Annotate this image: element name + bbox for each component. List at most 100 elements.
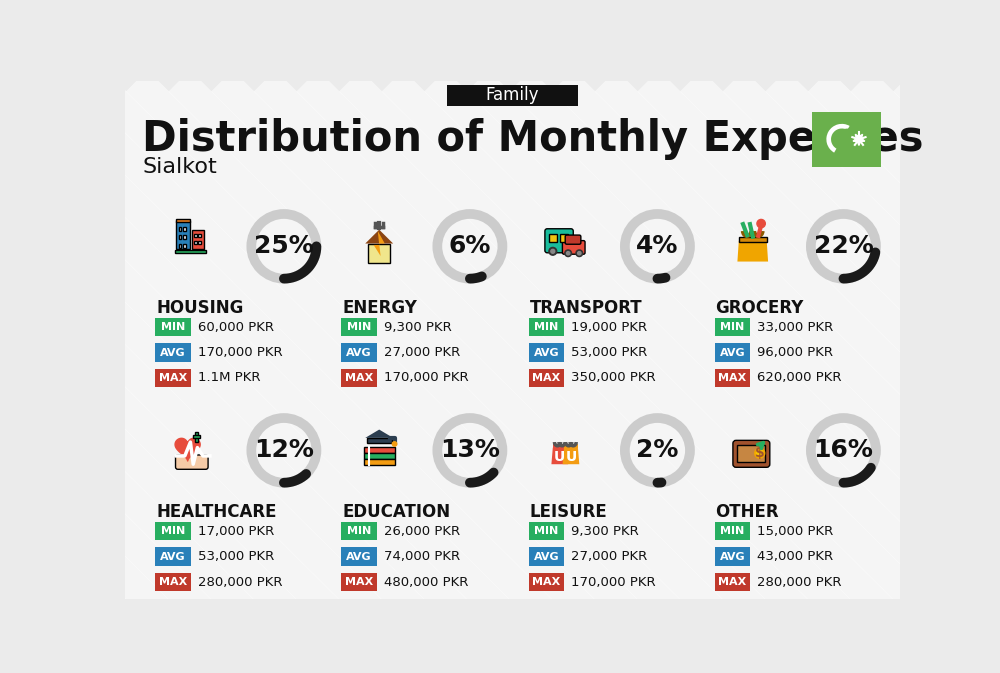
FancyBboxPatch shape xyxy=(155,369,191,387)
FancyBboxPatch shape xyxy=(341,522,377,540)
Text: Family: Family xyxy=(486,86,539,104)
FancyBboxPatch shape xyxy=(715,343,750,362)
FancyBboxPatch shape xyxy=(179,244,181,248)
Circle shape xyxy=(549,248,557,255)
Text: 53,000 PKR: 53,000 PKR xyxy=(198,550,274,563)
FancyBboxPatch shape xyxy=(179,236,181,240)
FancyBboxPatch shape xyxy=(545,229,573,253)
FancyBboxPatch shape xyxy=(364,459,395,465)
FancyBboxPatch shape xyxy=(733,440,770,467)
Polygon shape xyxy=(551,448,568,464)
Text: 25%: 25% xyxy=(254,234,314,258)
FancyBboxPatch shape xyxy=(176,455,208,469)
FancyBboxPatch shape xyxy=(179,227,181,231)
Text: 22%: 22% xyxy=(814,234,873,258)
FancyBboxPatch shape xyxy=(529,522,564,540)
FancyBboxPatch shape xyxy=(155,522,191,540)
FancyBboxPatch shape xyxy=(341,369,377,387)
Text: 2%: 2% xyxy=(636,438,679,462)
FancyBboxPatch shape xyxy=(176,221,190,249)
Text: MIN: MIN xyxy=(534,322,559,332)
Text: 12%: 12% xyxy=(254,438,314,462)
FancyBboxPatch shape xyxy=(341,573,377,592)
Text: TRANSPORT: TRANSPORT xyxy=(530,299,642,317)
Text: AVG: AVG xyxy=(346,347,372,357)
FancyBboxPatch shape xyxy=(549,234,557,242)
Text: 170,000 PKR: 170,000 PKR xyxy=(571,575,656,588)
Text: 6%: 6% xyxy=(449,234,491,258)
Circle shape xyxy=(578,252,581,255)
FancyBboxPatch shape xyxy=(715,573,750,592)
Circle shape xyxy=(755,448,765,458)
FancyBboxPatch shape xyxy=(529,369,564,387)
Circle shape xyxy=(837,129,857,149)
Text: 15,000 PKR: 15,000 PKR xyxy=(757,525,834,538)
Text: MAX: MAX xyxy=(532,577,561,587)
Text: HEALTHCARE: HEALTHCARE xyxy=(156,503,276,521)
Circle shape xyxy=(551,250,555,253)
FancyBboxPatch shape xyxy=(155,343,191,362)
FancyBboxPatch shape xyxy=(564,444,578,448)
Text: OTHER: OTHER xyxy=(716,503,779,521)
Text: U: U xyxy=(565,450,577,464)
FancyBboxPatch shape xyxy=(367,438,392,443)
FancyBboxPatch shape xyxy=(739,237,767,242)
Text: MAX: MAX xyxy=(159,577,187,587)
Text: MIN: MIN xyxy=(347,526,371,536)
Polygon shape xyxy=(365,429,393,438)
Text: 26,000 PKR: 26,000 PKR xyxy=(384,525,460,538)
FancyBboxPatch shape xyxy=(194,241,197,244)
FancyBboxPatch shape xyxy=(560,234,568,242)
Text: MAX: MAX xyxy=(345,373,373,383)
Text: AVG: AVG xyxy=(160,552,186,562)
Text: 480,000 PKR: 480,000 PKR xyxy=(384,575,468,588)
Text: 19,000 PKR: 19,000 PKR xyxy=(571,320,648,334)
Text: 13%: 13% xyxy=(440,438,500,462)
FancyBboxPatch shape xyxy=(812,112,881,167)
FancyBboxPatch shape xyxy=(198,234,201,238)
Circle shape xyxy=(565,250,571,256)
Wedge shape xyxy=(826,124,850,153)
Text: 60,000 PKR: 60,000 PKR xyxy=(198,320,274,334)
Text: 9,300 PKR: 9,300 PKR xyxy=(384,320,452,334)
Text: 27,000 PKR: 27,000 PKR xyxy=(384,346,460,359)
Text: 170,000 PKR: 170,000 PKR xyxy=(384,371,468,384)
Text: 96,000 PKR: 96,000 PKR xyxy=(757,346,833,359)
Text: Distribution of Monthly Expenses: Distribution of Monthly Expenses xyxy=(142,118,924,160)
Text: AVG: AVG xyxy=(720,347,745,357)
Text: 74,000 PKR: 74,000 PKR xyxy=(384,550,460,563)
Text: MIN: MIN xyxy=(161,322,185,332)
Circle shape xyxy=(392,441,397,446)
Circle shape xyxy=(757,219,765,227)
Text: AVG: AVG xyxy=(160,347,186,357)
Circle shape xyxy=(566,252,570,255)
FancyBboxPatch shape xyxy=(737,446,765,462)
Text: 27,000 PKR: 27,000 PKR xyxy=(571,550,648,563)
Text: MAX: MAX xyxy=(532,373,561,383)
FancyBboxPatch shape xyxy=(447,85,578,106)
FancyBboxPatch shape xyxy=(715,318,750,336)
Text: 33,000 PKR: 33,000 PKR xyxy=(757,320,834,334)
FancyBboxPatch shape xyxy=(368,244,390,263)
FancyBboxPatch shape xyxy=(175,250,206,253)
FancyBboxPatch shape xyxy=(341,547,377,566)
Text: 9,300 PKR: 9,300 PKR xyxy=(571,525,639,538)
Text: 170,000 PKR: 170,000 PKR xyxy=(198,346,282,359)
Text: MAX: MAX xyxy=(345,577,373,587)
Circle shape xyxy=(576,250,583,256)
FancyBboxPatch shape xyxy=(192,229,204,249)
Text: MAX: MAX xyxy=(718,373,747,383)
Text: 16%: 16% xyxy=(813,438,873,462)
Text: 4%: 4% xyxy=(636,234,679,258)
FancyBboxPatch shape xyxy=(155,318,191,336)
Text: MIN: MIN xyxy=(161,526,185,536)
FancyBboxPatch shape xyxy=(155,573,191,592)
FancyBboxPatch shape xyxy=(364,453,395,459)
Polygon shape xyxy=(175,438,200,461)
FancyBboxPatch shape xyxy=(364,447,395,452)
FancyBboxPatch shape xyxy=(341,318,377,336)
Text: LEISURE: LEISURE xyxy=(530,503,607,521)
Text: HOUSING: HOUSING xyxy=(156,299,243,317)
FancyBboxPatch shape xyxy=(341,343,377,362)
Polygon shape xyxy=(563,448,579,464)
